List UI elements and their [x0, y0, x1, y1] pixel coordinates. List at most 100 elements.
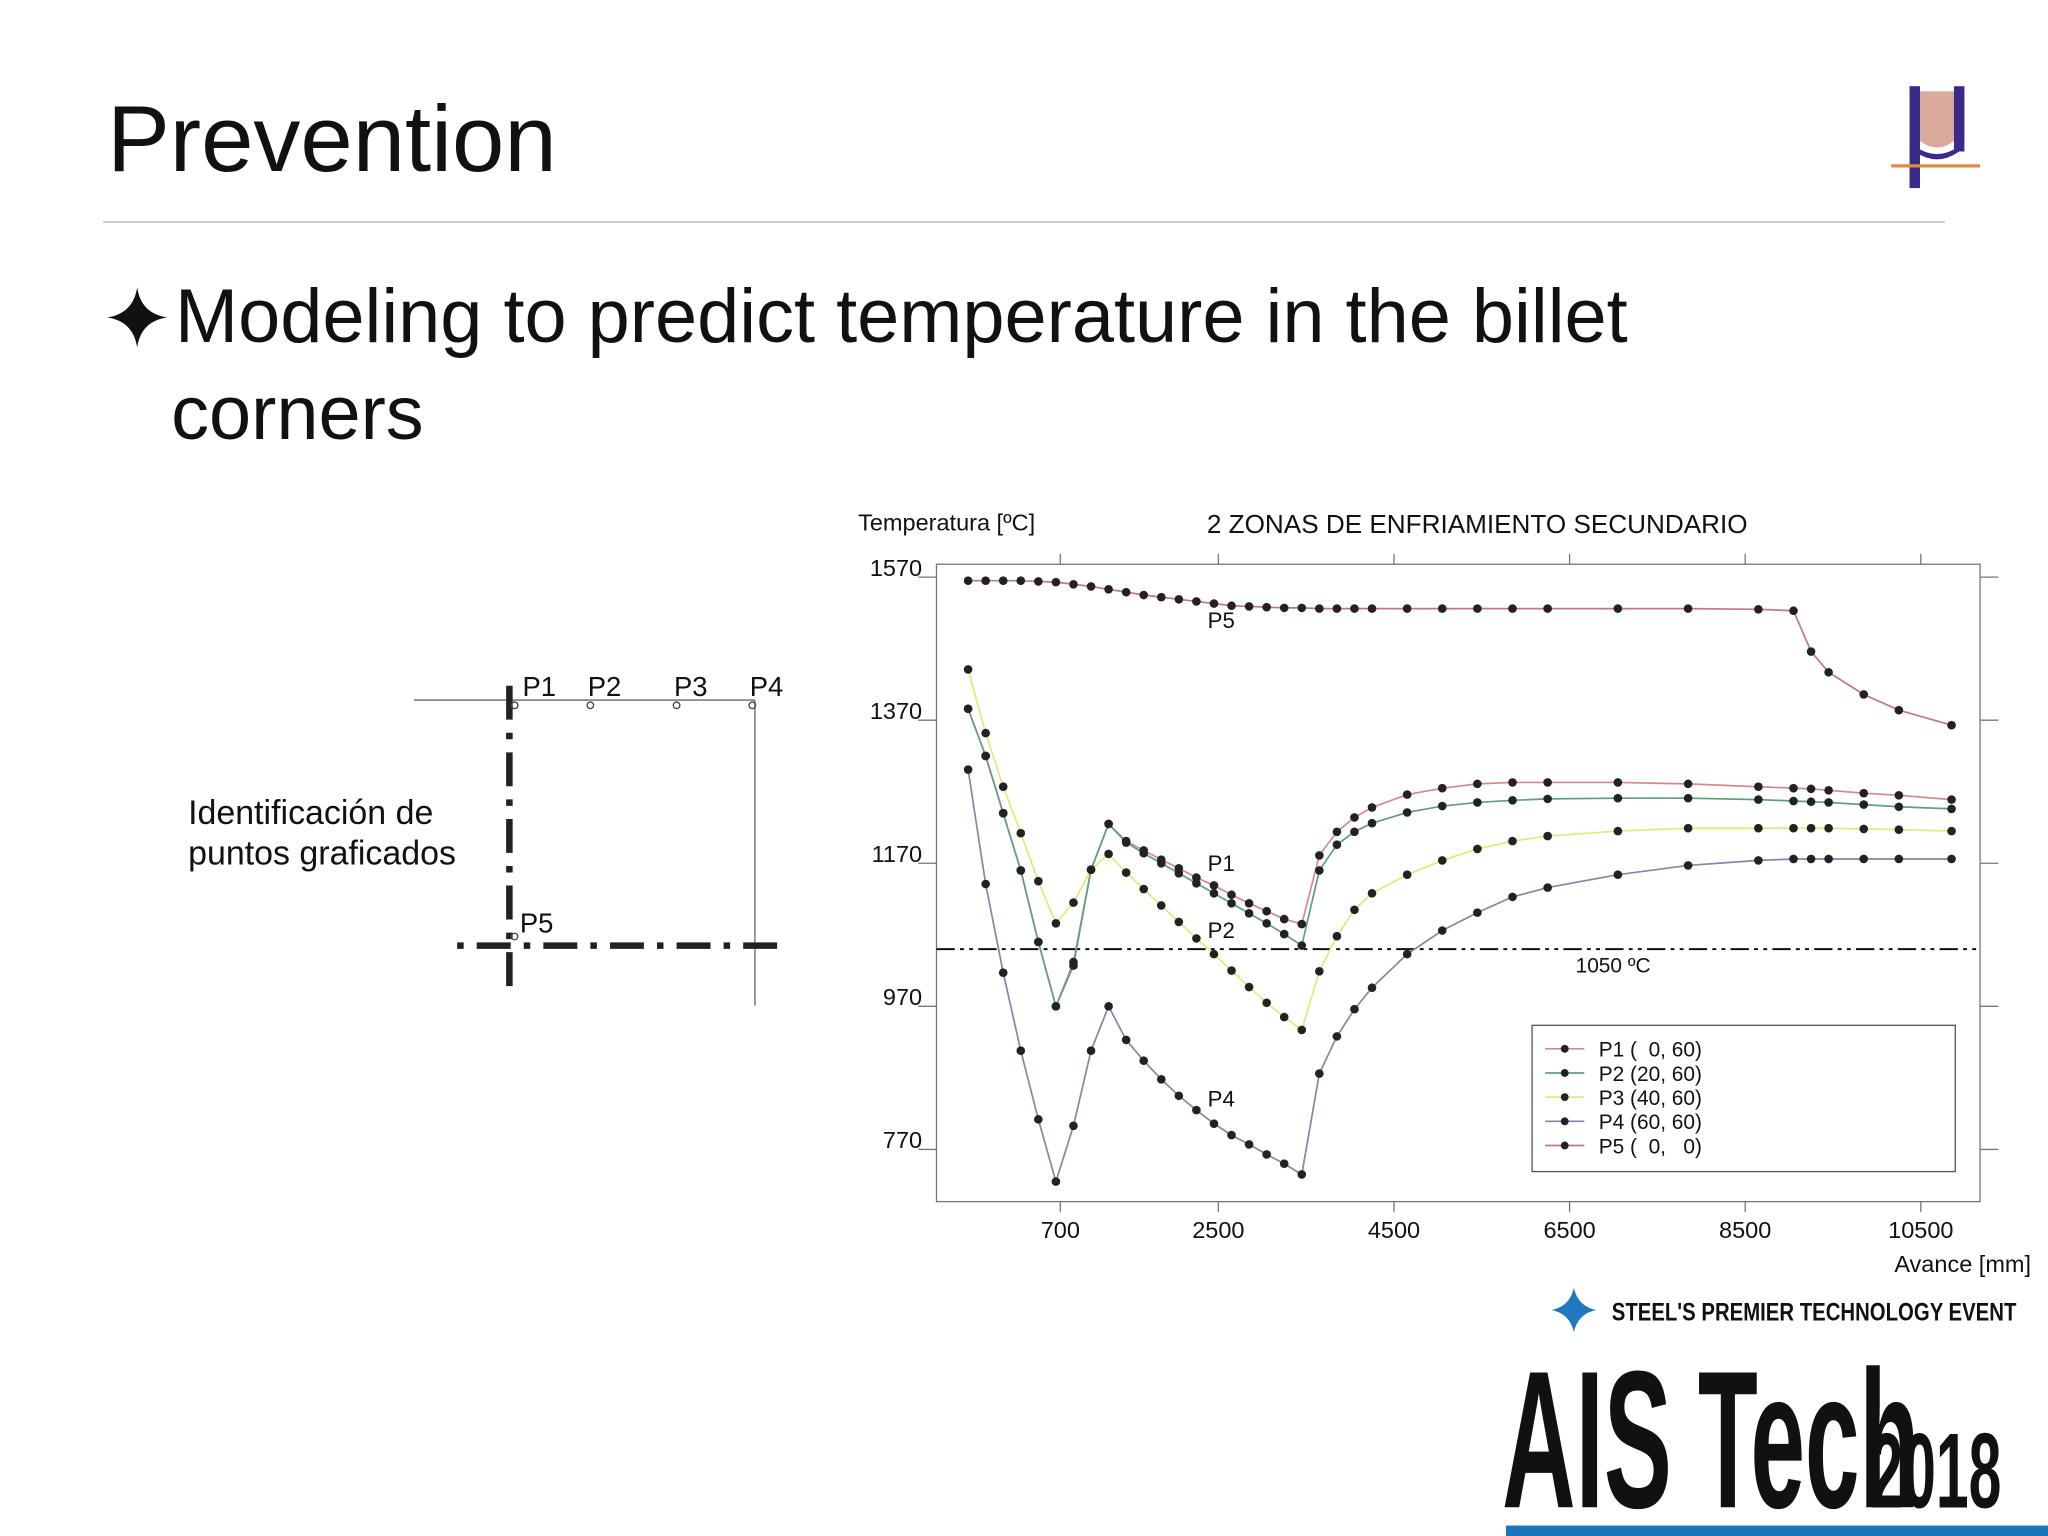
annotation: P5	[1208, 608, 1235, 633]
data-point	[998, 782, 1008, 792]
point-label: P4	[750, 671, 784, 702]
reference-label: 1050 ºC	[1576, 955, 1651, 978]
data-point	[1297, 941, 1307, 950]
data-point	[1034, 577, 1043, 586]
section-diagram	[414, 685, 784, 1006]
data-point	[1508, 796, 1517, 805]
y-tick-label: 1570	[870, 555, 922, 581]
data-point	[1824, 823, 1833, 833]
data-point	[1350, 1004, 1359, 1014]
annotation: P1	[1208, 851, 1235, 876]
data-point	[1947, 804, 1956, 814]
data-point	[1104, 819, 1113, 829]
data-point	[1332, 1032, 1342, 1041]
data-point	[1789, 606, 1798, 616]
x-tick-label: 4500	[1368, 1217, 1420, 1243]
data-point	[1613, 793, 1623, 803]
data-point	[1139, 848, 1149, 858]
series-line	[967, 669, 1952, 1032]
legend-marker	[1560, 1141, 1569, 1150]
data-point	[1051, 577, 1061, 587]
data-point	[1543, 883, 1552, 892]
data-point	[1437, 604, 1447, 613]
data-point	[1192, 1105, 1201, 1115]
data-point	[1824, 667, 1833, 677]
data-point	[1894, 790, 1904, 800]
data-point	[1508, 778, 1517, 787]
data-point	[1683, 604, 1693, 613]
data-point	[1209, 599, 1219, 608]
data-point	[1227, 899, 1236, 908]
data-point	[1508, 604, 1517, 613]
point-label: P2	[588, 671, 622, 702]
data-point	[1156, 901, 1166, 910]
data-point	[1367, 889, 1377, 898]
data-point	[1473, 779, 1482, 789]
data-point	[1683, 861, 1693, 870]
data-point	[1473, 798, 1482, 807]
data-point	[1402, 808, 1412, 817]
data-point	[1315, 866, 1324, 875]
data-point	[1174, 1091, 1184, 1101]
data-point	[1947, 795, 1956, 804]
legend-label: P4 (60, 60)	[1599, 1111, 1702, 1134]
data-point	[1806, 797, 1816, 807]
data-point	[1262, 919, 1271, 928]
data-point	[1894, 802, 1904, 812]
data-point	[1350, 604, 1359, 613]
data-point	[1332, 827, 1342, 837]
data-point	[1227, 1130, 1236, 1140]
data-point	[1543, 831, 1552, 841]
legend-marker	[1560, 1093, 1569, 1102]
data-point	[1297, 919, 1307, 929]
data-point	[1279, 914, 1289, 924]
x-tick-label: 8500	[1719, 1217, 1771, 1243]
data-point	[1279, 603, 1289, 613]
data-point	[1402, 870, 1412, 880]
legend-marker	[1560, 1117, 1569, 1126]
data-point	[1754, 795, 1763, 804]
data-point	[1121, 587, 1131, 597]
legend-box	[1531, 1024, 1956, 1173]
data-point	[1016, 1046, 1026, 1056]
logo-star	[1551, 1287, 1597, 1333]
data-point	[1508, 892, 1517, 902]
data-point	[1086, 865, 1096, 875]
data-point	[1174, 917, 1184, 927]
data-point	[1367, 818, 1377, 828]
data-point	[1789, 823, 1798, 833]
bullet-line: corners	[171, 371, 424, 456]
data-point	[1104, 849, 1113, 859]
data-point	[1402, 790, 1412, 799]
data-point	[1209, 949, 1219, 959]
data-point	[1947, 854, 1956, 864]
data-point	[998, 808, 1008, 818]
data-point	[1613, 870, 1623, 880]
x-tick-label: 6500	[1543, 1217, 1595, 1243]
logo-name: AIS	[1502, 1332, 1672, 1536]
bullet-line: Modeling to predict temperature in the b…	[175, 274, 1628, 359]
data-point	[1244, 909, 1254, 918]
data-point	[1754, 823, 1763, 833]
data-point	[998, 968, 1008, 978]
data-point	[1947, 720, 1956, 730]
data-point	[1104, 1002, 1113, 1011]
data-point	[1262, 906, 1271, 916]
data-point	[1034, 937, 1043, 947]
data-point	[1859, 800, 1869, 809]
chart-title: 2 ZONAS DE ENFRIAMIENTO SECUNDARIO	[1207, 509, 1748, 539]
data-point	[1543, 794, 1552, 804]
data-point	[1437, 856, 1447, 865]
data-point	[1437, 801, 1447, 811]
data-point	[1262, 1150, 1271, 1159]
data-point	[1069, 1121, 1078, 1131]
data-point	[981, 576, 990, 586]
data-point	[1086, 1046, 1096, 1056]
data-point	[1156, 592, 1166, 602]
data-point	[1121, 868, 1131, 877]
data-point	[1051, 1177, 1061, 1186]
data-point	[1613, 826, 1623, 836]
data-point	[1473, 844, 1482, 854]
data-point	[1244, 602, 1254, 611]
diagram-caption: Identificación de	[188, 794, 433, 832]
